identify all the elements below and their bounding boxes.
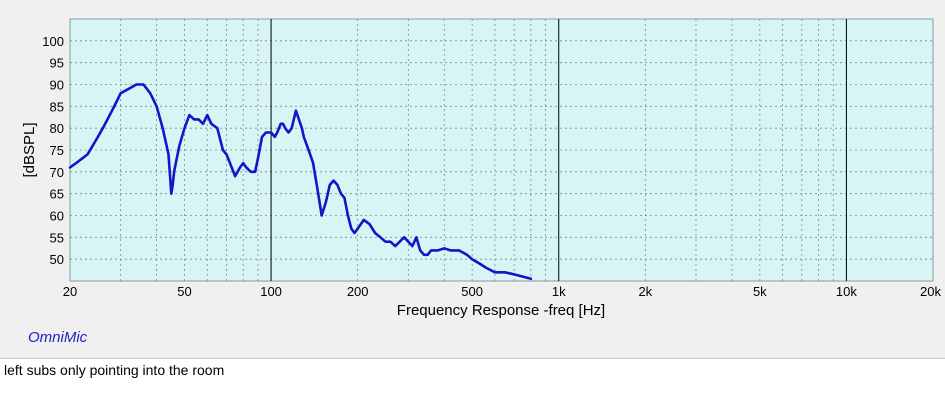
y-axis-ticks: 50 55 60 65 70 75 80 85 90 95 100: [42, 34, 64, 267]
x-tick-label: 1k: [552, 284, 566, 299]
decade-lines: [270, 19, 847, 281]
y-tick-label: 100: [42, 34, 64, 49]
omnimic-window: 50 55 60 65 70 75 80 85 90 95 100 20 50 100 200 500 1k 2…: [0, 0, 945, 359]
x-tick-label: 50: [177, 284, 191, 299]
y-tick-label: 50: [50, 252, 64, 267]
x-tick-label: 10k: [836, 284, 857, 299]
y-tick-label: 75: [50, 143, 64, 158]
caption-text: left subs only pointing into the room: [4, 362, 225, 378]
x-tick-label: 500: [461, 284, 483, 299]
y-tick-label: 55: [50, 230, 64, 245]
y-tick-label: 70: [50, 165, 64, 180]
x-axis-ticks: 20 50 100 200 500 1k 2k 5k 10k 20k: [63, 284, 942, 299]
omnimic-brand-label: OmniMic: [28, 329, 88, 346]
y-tick-label: 80: [50, 121, 64, 136]
grid: [70, 19, 933, 281]
x-tick-label: 20k: [920, 284, 941, 299]
y-tick-label: 85: [50, 99, 64, 114]
x-tick-label: 200: [347, 284, 369, 299]
y-tick-label: 95: [50, 56, 64, 71]
y-axis-title: [dBSPL]: [21, 122, 38, 177]
x-tick-label: 100: [260, 284, 282, 299]
y-tick-label: 90: [50, 78, 64, 93]
y-tick-label: 65: [50, 187, 64, 202]
y-tick-label: 60: [50, 209, 64, 224]
series-line-frequency-response: [68, 83, 533, 281]
x-tick-label: 5k: [753, 284, 767, 299]
x-tick-label: 20: [63, 284, 77, 299]
x-axis-title: Frequency Response -freq [Hz]: [397, 302, 605, 319]
x-tick-label: 2k: [638, 284, 652, 299]
